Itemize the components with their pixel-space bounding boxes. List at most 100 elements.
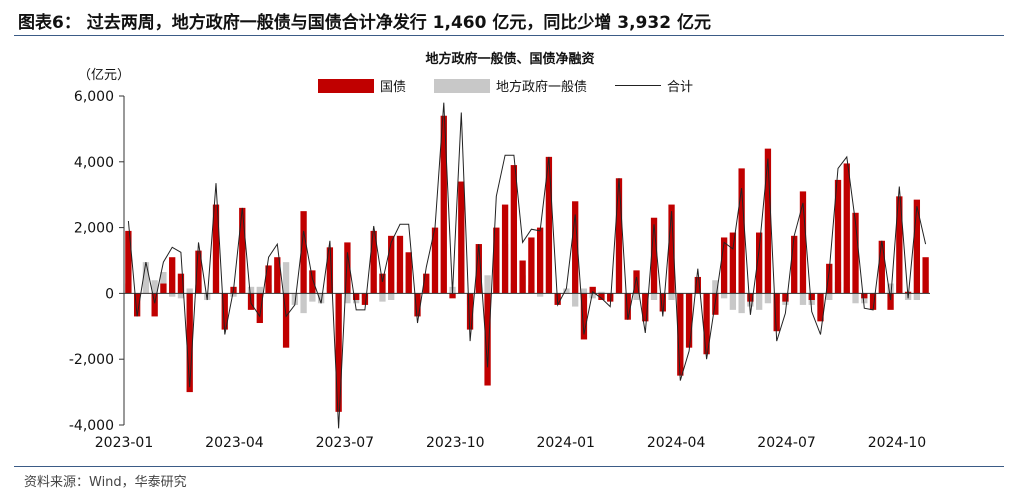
bar-national-debt bbox=[151, 293, 158, 317]
bar-national-debt bbox=[370, 230, 377, 294]
bar-national-debt bbox=[922, 257, 929, 294]
bar-national-debt bbox=[843, 163, 850, 294]
bar-national-debt bbox=[738, 168, 745, 294]
y-tick-label: 4,000 bbox=[74, 155, 114, 171]
bar-local-gov bbox=[764, 293, 772, 304]
bar-national-debt bbox=[440, 115, 447, 294]
bar-national-debt bbox=[484, 293, 491, 386]
bar-local-gov bbox=[536, 293, 544, 297]
bar-national-debt bbox=[861, 293, 868, 299]
bar-national-debt bbox=[414, 293, 421, 317]
bar-national-debt bbox=[624, 293, 631, 320]
bar-local-gov bbox=[756, 293, 763, 310]
bar-national-debt bbox=[388, 235, 395, 294]
top-rule bbox=[14, 35, 1004, 36]
bar-local-gov bbox=[160, 272, 167, 294]
bar-national-debt bbox=[852, 212, 859, 294]
bar-local-gov bbox=[151, 280, 158, 294]
bar-national-debt bbox=[195, 250, 202, 294]
legend: 国债 地方政府一般债 合计 bbox=[318, 76, 721, 95]
bar-national-debt bbox=[221, 293, 228, 330]
bar-national-debt bbox=[309, 270, 316, 294]
bar-national-debt bbox=[834, 179, 842, 294]
bar-local-gov bbox=[580, 288, 588, 294]
bar-local-gov bbox=[177, 293, 185, 299]
bar-local-gov bbox=[799, 293, 807, 305]
bar-national-debt bbox=[265, 265, 272, 294]
bar-national-debt bbox=[256, 293, 263, 324]
bar-national-debt bbox=[887, 293, 894, 310]
legend-swatch-local bbox=[434, 78, 491, 93]
bar-national-debt bbox=[817, 293, 824, 322]
bar-national-debt bbox=[326, 247, 334, 294]
bar-national-debt bbox=[782, 293, 789, 302]
bar-national-debt bbox=[650, 217, 658, 294]
bar-national-debt bbox=[133, 293, 141, 317]
x-tick-label: 2024-01 bbox=[536, 435, 595, 451]
bar-national-debt bbox=[282, 293, 290, 348]
bar-national-debt bbox=[519, 260, 526, 294]
bar-national-debt bbox=[580, 293, 588, 340]
bar-local-gov bbox=[598, 291, 605, 294]
bar-local-gov bbox=[563, 288, 570, 294]
y-tick-label: -2,000 bbox=[69, 352, 114, 368]
bar-local-gov bbox=[712, 280, 719, 294]
bar-national-debt bbox=[633, 270, 640, 294]
bar-national-debt bbox=[274, 257, 281, 294]
bar-national-debt bbox=[615, 178, 623, 294]
bar-national-debt bbox=[177, 273, 185, 294]
bar-national-debt bbox=[677, 293, 684, 376]
y-tick-label: 0 bbox=[105, 286, 114, 302]
legend-swatch-total bbox=[615, 85, 662, 86]
bar-national-debt bbox=[572, 201, 579, 294]
bar-national-debt bbox=[212, 204, 220, 294]
y-tick-label: 2,000 bbox=[74, 221, 114, 237]
legend-label-total: 合计 bbox=[667, 80, 694, 95]
bar-local-gov bbox=[142, 262, 150, 294]
legend-label-local: 地方政府一般债 bbox=[496, 80, 588, 95]
bar-national-debt bbox=[501, 204, 509, 294]
bar-local-gov bbox=[589, 293, 596, 299]
bar-local-gov bbox=[720, 293, 728, 299]
x-tick-label: 2023-07 bbox=[316, 435, 375, 451]
bar-local-gov bbox=[388, 293, 395, 300]
bar-national-debt bbox=[720, 237, 728, 294]
bar-local-gov bbox=[169, 293, 176, 297]
bar-national-debt bbox=[344, 242, 351, 294]
bar-local-gov bbox=[633, 293, 640, 300]
bar-local-gov bbox=[230, 293, 237, 297]
bar-national-debt bbox=[589, 286, 596, 294]
bar-national-debt bbox=[458, 181, 465, 294]
bar-national-debt bbox=[913, 199, 921, 294]
bar-national-debt bbox=[449, 293, 456, 299]
figure-title: 图表6： 过去两周，地方政府一般债与国债合计净发行 1,460 亿元，同比少增 … bbox=[18, 13, 711, 33]
bar-national-debt bbox=[791, 235, 798, 294]
bar-local-gov bbox=[913, 293, 921, 300]
bar-national-debt bbox=[186, 293, 193, 393]
bar-national-debt bbox=[773, 293, 780, 332]
bar-national-debt bbox=[335, 293, 342, 412]
bar-national-debt bbox=[431, 227, 439, 294]
bar-national-debt bbox=[685, 293, 693, 348]
bar-national-debt bbox=[405, 252, 412, 294]
y-tick-label: -4,000 bbox=[69, 418, 114, 434]
x-tick-label: 2023-10 bbox=[426, 435, 485, 451]
bar-national-debt bbox=[353, 293, 360, 300]
bar-local-gov bbox=[887, 283, 894, 294]
bar-national-debt bbox=[300, 211, 307, 294]
bar-national-debt bbox=[694, 276, 701, 294]
bar-national-debt bbox=[169, 257, 176, 294]
bar-local-gov bbox=[379, 293, 386, 302]
bar-national-debt bbox=[808, 293, 815, 300]
bar-national-debt bbox=[747, 293, 754, 302]
bar-national-debt bbox=[475, 244, 482, 294]
bar-national-debt bbox=[659, 293, 666, 312]
bar-national-debt bbox=[125, 230, 132, 294]
bar-local-gov bbox=[668, 293, 675, 300]
bar-national-debt bbox=[869, 293, 877, 310]
bar-national-debt bbox=[379, 273, 386, 294]
bar-local-gov bbox=[291, 293, 298, 305]
bar-local-gov bbox=[344, 293, 351, 304]
legend-swatch-national bbox=[318, 78, 374, 93]
